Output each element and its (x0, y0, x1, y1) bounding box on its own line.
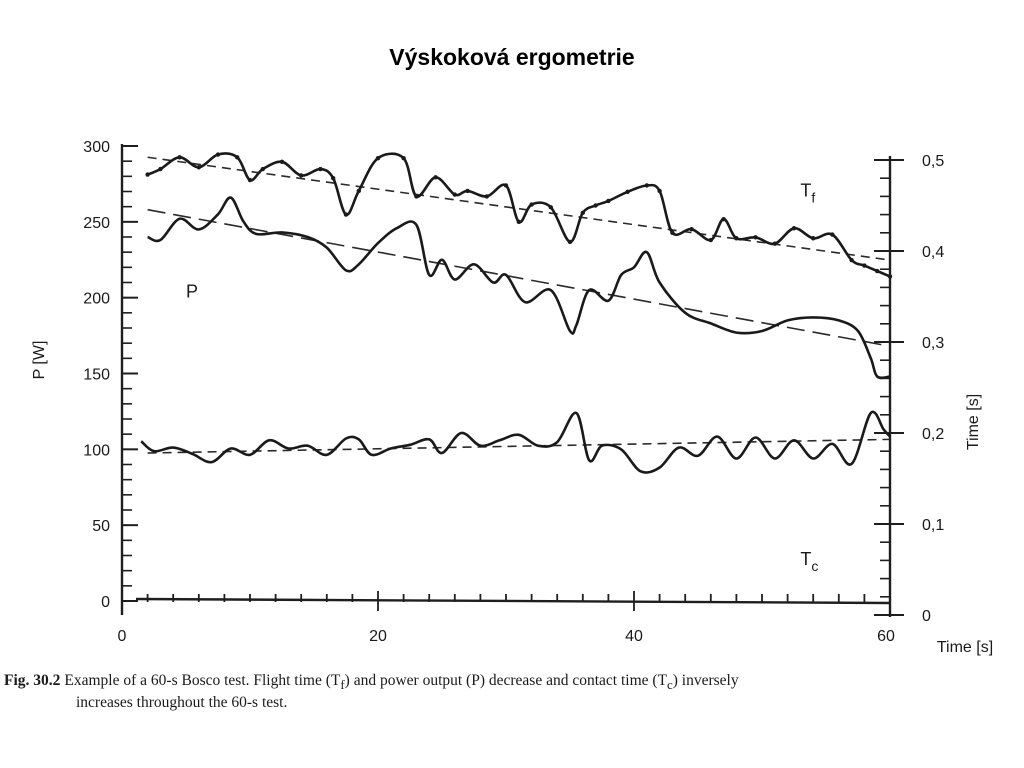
series-point-Tf (548, 205, 553, 210)
curve-label-Tf: Tf (800, 180, 815, 205)
trend-line-1 (147, 156, 891, 261)
series-point-Tf (721, 216, 726, 222)
series-line-Tc (140, 410, 891, 474)
series-point-Tf (875, 268, 880, 274)
caption-sub-f: f (340, 677, 345, 693)
series-point-Tf (343, 212, 349, 217)
series-point-Tf (606, 198, 611, 204)
series-point-Tf (830, 232, 835, 237)
x-axis-tick-label: 20 (369, 628, 387, 645)
series-point-Tf (791, 226, 797, 231)
right-axis-tick-label: 0,4 (922, 244, 944, 261)
series-point-Tf (657, 188, 662, 194)
series-point-Tf (484, 194, 489, 199)
x-axis-tick-label: 40 (625, 628, 643, 645)
series-point-Tf (811, 236, 816, 241)
axes (120, 144, 904, 617)
left-axis-tick-label: 50 (92, 518, 110, 535)
right-axis-title: Time [s] (965, 394, 982, 450)
series-point-Tf (567, 239, 573, 245)
right-axis-tick-label: 0,5 (922, 153, 944, 170)
left-axis-tick-label: 100 (83, 442, 110, 459)
series-line-Tf (147, 152, 891, 278)
series-point-Tf (279, 159, 285, 165)
series-point-Tf (260, 166, 265, 172)
trend-line-2 (147, 208, 891, 347)
right-axis-tick-label: 0 (922, 608, 931, 625)
series-point-Tf (849, 257, 854, 263)
series-point-Tf (414, 194, 419, 199)
x-axis-tick-label: 60 (877, 628, 895, 645)
series-point-Tf (862, 263, 867, 268)
series-point-Tf (625, 189, 630, 195)
series-point-Tf (215, 152, 221, 157)
series-point-Tf (708, 237, 713, 243)
caption-line1-mid: ) and power output (P) decrease and cont… (344, 672, 668, 689)
right-axis-tick-label: 0,2 (922, 426, 944, 443)
series-point-Tf (299, 173, 304, 178)
caption-line1: Example of a 60-s Bosco test. Flight tim… (64, 672, 341, 689)
left-axis-tick-label: 250 (83, 215, 110, 232)
series-point-Tf (887, 274, 893, 279)
left-axis-tick-label: 150 (83, 367, 110, 384)
series-point-Tf (593, 203, 598, 208)
series-point-Tf (734, 236, 739, 241)
series-point-Tf (145, 172, 150, 177)
series-point-Tf (452, 192, 457, 197)
series-point-Tf (401, 155, 406, 161)
x-axis-title: Time [s] (937, 639, 993, 656)
series-point-Tf (670, 230, 675, 235)
series-point-Tf (158, 166, 163, 172)
series-point-Tf (465, 188, 470, 194)
caption-line2: increases throughout the 60-s test. (76, 694, 288, 712)
caption-line1-end: ) inversely (672, 672, 739, 689)
right-axis-tick-label: 0,1 (922, 517, 944, 534)
caption-sub-c: c (667, 677, 673, 693)
series-point-Tf (331, 176, 336, 181)
series-point-Tf (689, 226, 694, 232)
left-axis-tick-label: 300 (83, 139, 110, 156)
left-axis-tick-label: 0 (101, 594, 110, 611)
series-point-Tf (177, 155, 182, 160)
series-point-Tf (356, 188, 361, 194)
axis-labels: 0 50 100 150 200 250 300 0 0,1 0,2 0,3 0,4 0,5 0 20 40 6… (31, 139, 993, 656)
series-point-Tf (529, 202, 534, 207)
bosco-test-chart: 0 50 100 150 200 250 300 0 0,1 0,2 0,3 0,4 0,5 0 20 40 6… (31, 139, 993, 656)
series-point-Tf (375, 155, 381, 161)
x-axis-tick-label: 0 (118, 628, 127, 645)
series-point-Tf (516, 219, 521, 225)
series-point-Tf (235, 155, 240, 160)
series-point-Tf (580, 210, 585, 215)
series-point-Tf (196, 165, 201, 170)
series-point-Tf (772, 241, 777, 246)
curve-label-P: P (186, 282, 198, 302)
trend-line-3 (147, 438, 891, 454)
slide-title: Výskoková ergometrie (389, 44, 635, 70)
left-axis-tick-label: 200 (83, 291, 110, 308)
data-series (140, 152, 893, 474)
figure-caption: Fig. 30.2 Example of a 60-s Bosco test. F… (4, 672, 1020, 712)
series-point-Tf (753, 235, 758, 240)
trend-lines (147, 156, 891, 454)
series-point-Tf (644, 183, 649, 188)
x-axis-line (135, 597, 891, 605)
series-point-Tf (433, 175, 438, 180)
caption-fig-label: Fig. 30.2 (4, 672, 61, 689)
series-point-Tf (503, 183, 509, 188)
curve-label-Tc: Tc (800, 549, 818, 574)
series-point-Tf (247, 177, 253, 183)
right-axis-tick-label: 0,3 (922, 335, 944, 352)
series-point-Tf (318, 166, 323, 172)
series-line-P (147, 196, 891, 380)
left-axis-title: P [W] (31, 341, 48, 380)
